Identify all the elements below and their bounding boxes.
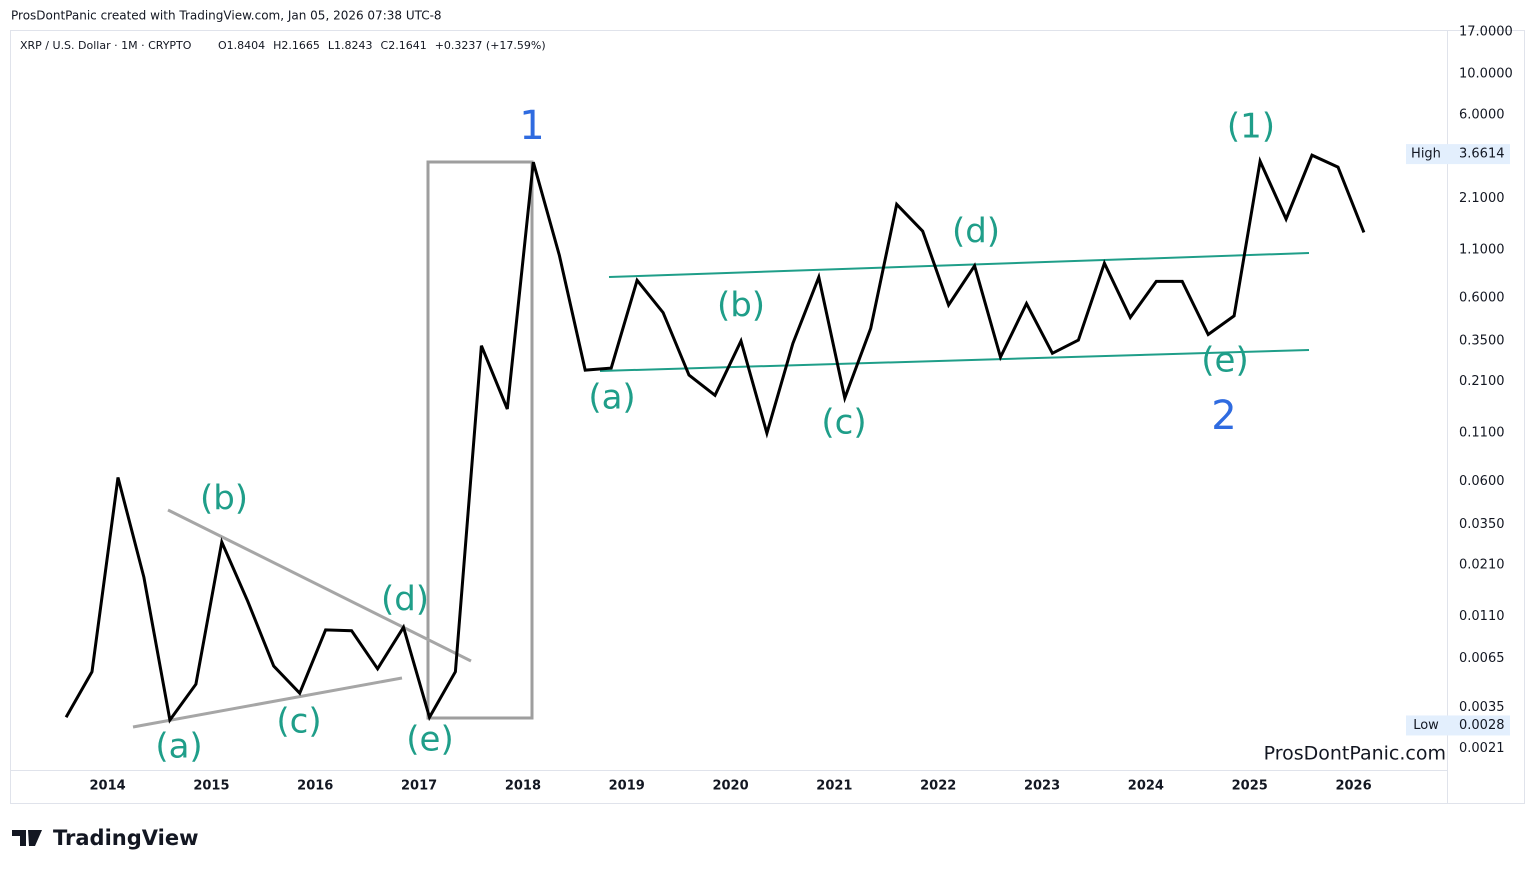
x-tick-label: 2016 — [297, 779, 333, 794]
x-tick-label: 2026 — [1335, 779, 1371, 794]
legend-row: XRP / U.S. Dollar · 1M · CRYPTO — [20, 39, 192, 52]
y-tick-label: 0.0035 — [1459, 700, 1505, 715]
x-tick-label: 2024 — [1128, 779, 1164, 794]
x-tick-label: 2022 — [920, 779, 956, 794]
trendline — [132, 676, 403, 729]
y-tick-label: 0.3500 — [1459, 334, 1505, 349]
watermark: ProsDontPanic.com — [1264, 743, 1446, 765]
y-tick-label: 1.1000 — [1459, 242, 1505, 257]
wave-label: (b) — [717, 286, 765, 326]
x-tick-label: 2025 — [1232, 779, 1268, 794]
x-tick-label: 2019 — [609, 779, 645, 794]
logo-dot — [29, 830, 37, 838]
trendline — [599, 349, 1310, 372]
marker-value: 0.0028 — [1459, 718, 1505, 733]
y-tick-label: 0.0350 — [1459, 517, 1505, 532]
symbol-title: XRP / U.S. Dollar · 1M · CRYPTO — [20, 39, 192, 52]
price-line — [64, 153, 1366, 724]
ohlc-value: L1.8243 — [328, 39, 373, 52]
trendline — [167, 508, 472, 663]
wave-label: (a) — [155, 727, 202, 767]
x-tick-label: 2021 — [816, 779, 852, 794]
y-tick-label: 0.0021 — [1459, 741, 1505, 756]
wave-label: (c) — [276, 702, 321, 742]
marker-label: High — [1411, 147, 1441, 162]
ohlc-value: C2.1641 — [381, 39, 427, 52]
x-tick-label: 2014 — [90, 779, 126, 794]
ohlc-value: +0.3237 (+17.59%) — [435, 39, 546, 52]
y-tick-label: 17.0000 — [1459, 24, 1513, 39]
wave-label: (b) — [200, 479, 248, 519]
x-tick-label: 2023 — [1024, 779, 1060, 794]
marker-value: 3.6614 — [1459, 147, 1505, 162]
y-tick-label: 0.2100 — [1459, 374, 1505, 389]
y-tick-label: 0.6000 — [1459, 291, 1505, 306]
price-marker — [1406, 715, 1510, 736]
ohlc-value: H2.1665 — [273, 39, 320, 52]
wave-label: (d) — [952, 212, 1000, 252]
x-tick-label: 2020 — [712, 779, 748, 794]
brand-logo: TradingView — [12, 826, 198, 850]
wave-label: (a) — [588, 378, 635, 418]
y-tick-label: 2.1000 — [1459, 191, 1505, 206]
x-tick-label: 2015 — [193, 779, 229, 794]
y-tick-label: 10.0000 — [1459, 67, 1513, 82]
brand: TradingView — [53, 826, 198, 850]
y-tick-label: 0.0210 — [1459, 558, 1505, 573]
y-tick-label: 6.0000 — [1459, 107, 1505, 122]
x-tick-label: 2017 — [401, 779, 437, 794]
wave-label: (1) — [1227, 107, 1275, 147]
wave-label: (e) — [1201, 341, 1248, 381]
y-tick-label: 0.1100 — [1459, 426, 1505, 441]
frame — [10, 30, 1525, 804]
y-tick-label: 0.0110 — [1459, 609, 1505, 624]
wave-label: 1 — [519, 103, 544, 149]
ohlc-value: O1.8404 — [218, 39, 265, 52]
x-tick-label: 2018 — [505, 779, 541, 794]
marker-label: Low — [1413, 718, 1439, 733]
trendline — [608, 252, 1310, 278]
y-tick-label: 0.0600 — [1459, 474, 1505, 489]
y-tick-label: 0.0065 — [1459, 651, 1505, 666]
credit: ProsDontPanic created with TradingView.c… — [11, 9, 442, 23]
wave-label: (c) — [821, 403, 866, 443]
box — [426, 160, 534, 720]
wave-label: (e) — [406, 720, 453, 760]
wave-label: 2 — [1211, 393, 1236, 439]
wave-label: (d) — [381, 580, 429, 620]
price-marker — [1406, 144, 1510, 165]
